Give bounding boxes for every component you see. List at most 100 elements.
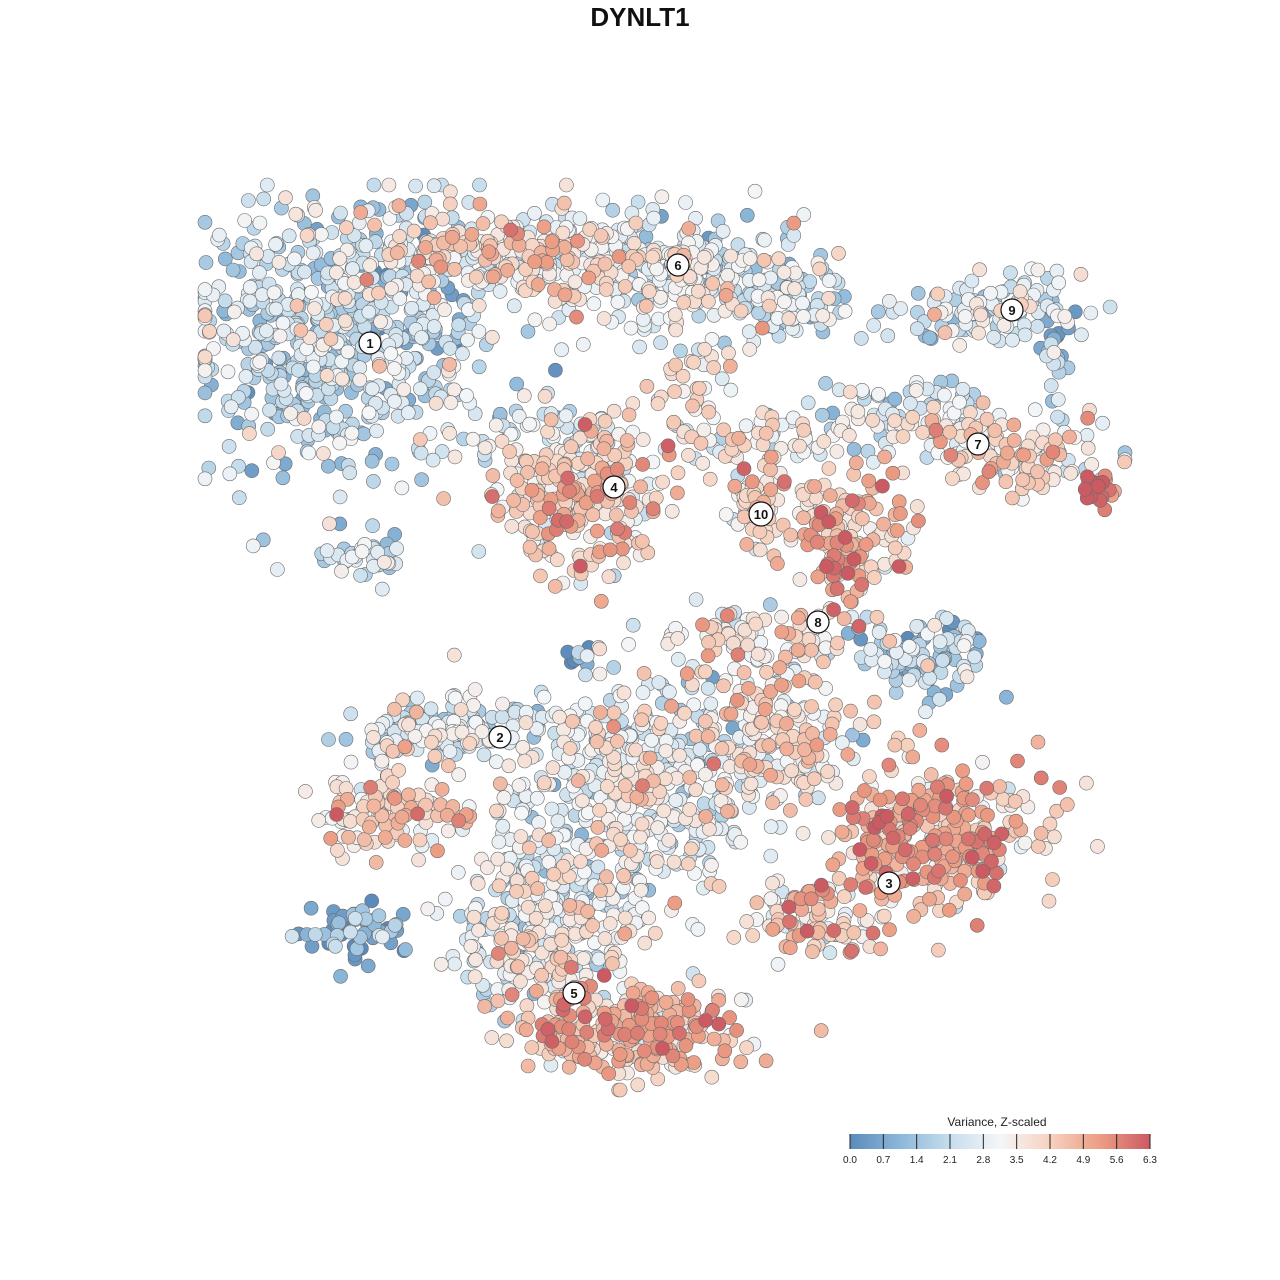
data-point (593, 883, 608, 899)
data-point (597, 413, 613, 429)
data-point (585, 507, 601, 523)
data-point (837, 530, 853, 545)
data-point (749, 895, 765, 911)
data-point (758, 425, 774, 441)
data-point (411, 852, 426, 868)
data-point (672, 1026, 687, 1041)
data-point (791, 673, 807, 689)
data-point (690, 921, 706, 937)
data-point (436, 491, 451, 506)
data-point (554, 932, 570, 948)
data-point (459, 388, 474, 403)
data-point (383, 346, 399, 361)
data-point (442, 341, 458, 356)
data-point (936, 387, 952, 403)
data-point (625, 985, 641, 1001)
data-point (471, 359, 487, 375)
data-point (413, 381, 428, 397)
data-point (701, 294, 716, 309)
data-point (795, 826, 811, 841)
data-point (960, 831, 976, 847)
data-point (515, 931, 531, 947)
data-point (698, 713, 713, 729)
data-point (1079, 775, 1094, 791)
data-point (451, 767, 467, 783)
data-point (765, 922, 781, 937)
data-point (906, 909, 921, 924)
data-point (770, 956, 786, 972)
data-point (856, 783, 872, 798)
data-point (589, 734, 605, 750)
data-point (819, 559, 834, 574)
data-point (796, 510, 811, 526)
data-point (567, 274, 583, 290)
data-point (612, 1047, 628, 1062)
data-point (318, 317, 334, 332)
data-point (863, 856, 879, 871)
data-point (248, 339, 263, 355)
data-point (266, 285, 282, 301)
data-point (573, 854, 588, 869)
data-point (624, 998, 640, 1014)
data-point (621, 637, 636, 652)
data-point (698, 809, 714, 824)
data-point (715, 224, 731, 239)
data-point (559, 177, 574, 193)
data-point (820, 764, 836, 779)
data-point (1095, 415, 1110, 431)
data-point (198, 255, 214, 270)
data-point (462, 736, 478, 751)
data-point (489, 803, 504, 819)
data-point (763, 891, 779, 907)
data-point (259, 323, 274, 339)
data-point (520, 899, 536, 915)
data-point (329, 807, 344, 822)
data-point (775, 517, 791, 533)
data-point (524, 482, 540, 498)
data-point (313, 227, 329, 242)
data-point (271, 445, 286, 460)
cluster-label-3: 3 (877, 871, 901, 895)
data-point (813, 1023, 829, 1038)
cluster-label-text: 2 (496, 730, 503, 745)
data-point (537, 388, 553, 404)
data-point (353, 205, 369, 220)
data-point (1077, 482, 1093, 497)
data-point (509, 376, 525, 392)
cluster-label-text: 3 (885, 876, 892, 891)
data-point (653, 335, 668, 351)
data-point (308, 203, 323, 218)
data-point (495, 818, 511, 834)
data-point (920, 658, 936, 674)
data-point (866, 714, 882, 730)
data-point (702, 821, 717, 837)
data-point (999, 689, 1014, 705)
data-point (592, 641, 608, 657)
data-point (391, 763, 406, 778)
data-point (634, 534, 650, 549)
data-point (197, 471, 213, 487)
data-point (244, 463, 260, 479)
data-point (653, 715, 669, 731)
data-point (1016, 447, 1031, 463)
data-point (975, 475, 990, 490)
data-point (937, 325, 953, 341)
data-point (871, 386, 886, 402)
data-point (576, 951, 591, 966)
data-point (550, 813, 566, 829)
colorbar-tick-label: 3.5 (1010, 1155, 1024, 1166)
cluster-label-marker (358, 331, 382, 355)
data-point (683, 841, 699, 857)
data-point (394, 809, 410, 825)
data-point (394, 480, 410, 496)
data-point (729, 692, 745, 708)
data-point (407, 728, 423, 744)
data-point (623, 320, 639, 336)
data-point (786, 228, 802, 243)
data-point (781, 311, 797, 326)
data-point (635, 432, 651, 447)
data-point (1006, 433, 1022, 448)
data-point (1063, 465, 1078, 481)
data-point (667, 307, 683, 323)
colorbar-tick-label: 0.7 (876, 1155, 890, 1166)
